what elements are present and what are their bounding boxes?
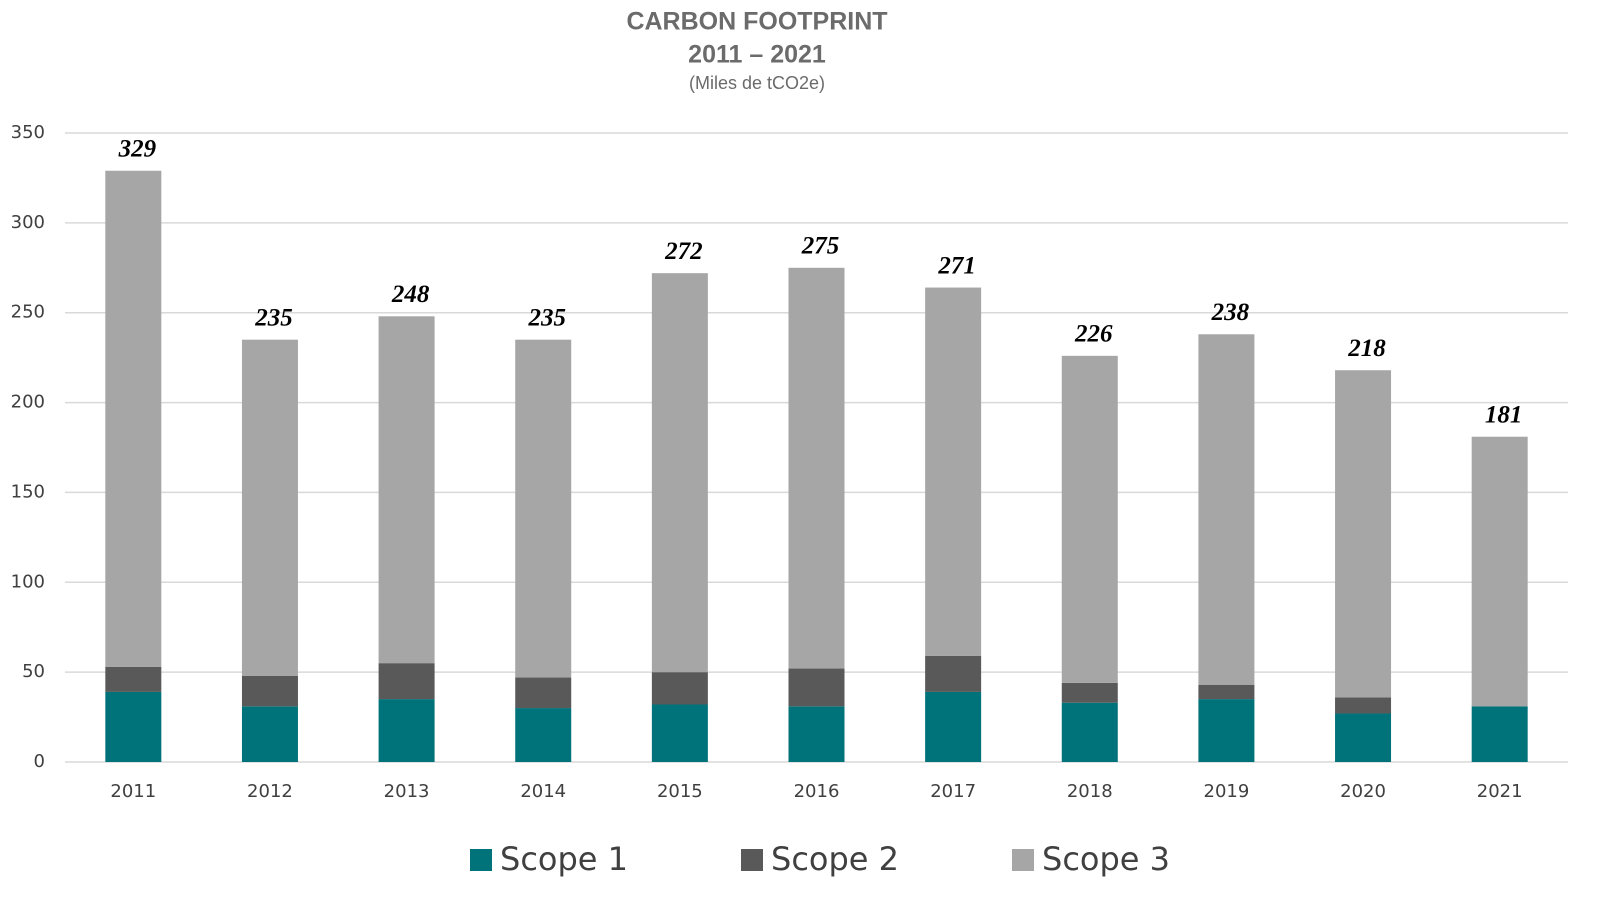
bar-segment: [651, 273, 708, 673]
bar-segment: [1335, 713, 1392, 762]
x-tick-label: 2011: [110, 781, 156, 802]
bar-segment: [105, 170, 162, 667]
legend-label: Scope 3: [1042, 840, 1170, 878]
total-label: 275: [801, 233, 840, 260]
unit-label: (Miles de tCO2e): [689, 73, 825, 93]
y-tick-label: 100: [11, 571, 45, 592]
legend-swatch: [1012, 849, 1034, 871]
bar-segment: [1198, 699, 1255, 762]
y-tick-label: 200: [11, 392, 45, 413]
x-tick-label: 2016: [794, 781, 840, 802]
y-tick-label: 50: [22, 661, 45, 682]
x-tick-label: 2013: [384, 781, 430, 802]
total-label: 272: [664, 238, 703, 265]
y-tick-label: 250: [11, 302, 45, 323]
bar-segment: [788, 706, 845, 762]
bar-segment: [515, 339, 572, 678]
bar-segment: [1471, 706, 1528, 762]
bar-segment: [105, 691, 162, 762]
bar-segment: [1061, 682, 1118, 703]
total-label: 248: [391, 281, 430, 308]
bar-segment: [241, 675, 298, 707]
y-tick-label: 300: [11, 212, 45, 233]
y-tick-label: 350: [11, 122, 45, 143]
x-tick-label: 2019: [1204, 781, 1250, 802]
chart-subtitle: 2011 – 2021: [688, 41, 826, 69]
x-tick-label: 2017: [930, 781, 976, 802]
x-tick-label: 2014: [520, 781, 566, 802]
bar-segment: [515, 708, 572, 762]
bar-segment: [651, 704, 708, 762]
total-label: 238: [1211, 299, 1250, 326]
bar-segment: [925, 287, 982, 656]
y-tick-label: 150: [11, 481, 45, 502]
bar-segment: [1198, 684, 1255, 700]
y-tick-label: 0: [34, 751, 45, 772]
bar-segment: [378, 699, 435, 762]
legend-swatch: [470, 849, 492, 871]
x-tick-label: 2015: [657, 781, 703, 802]
bar-segment: [378, 316, 435, 664]
bar-segment: [1335, 697, 1392, 714]
x-tick-label: 2021: [1477, 781, 1523, 802]
total-label: 271: [937, 252, 976, 279]
x-tick-label: 2012: [247, 781, 293, 802]
x-tick-label: 2020: [1340, 781, 1386, 802]
total-label: 329: [118, 135, 157, 162]
legend-label: Scope 2: [771, 840, 899, 878]
bar-segment: [1471, 436, 1528, 707]
bar-segment: [515, 677, 572, 709]
total-label: 235: [254, 304, 293, 331]
bar-segment: [788, 668, 845, 707]
total-label: 226: [1074, 321, 1113, 348]
bar-segment: [1061, 355, 1118, 683]
bar-segment: [925, 655, 982, 692]
bar-segment: [378, 663, 435, 700]
bar-segment: [105, 666, 162, 692]
bar-segment: [241, 339, 298, 676]
bar-segment: [1061, 702, 1118, 762]
bar-segment: [1198, 334, 1255, 685]
total-label: 235: [527, 304, 566, 331]
legend-label: Scope 1: [500, 840, 628, 878]
x-tick-label: 2018: [1067, 781, 1113, 802]
total-label: 181: [1485, 401, 1523, 428]
chart-title: CARBON FOOTPRINT: [626, 8, 887, 36]
bar-segment: [651, 672, 708, 705]
bar-segment: [1335, 370, 1392, 698]
bar-segment: [925, 691, 982, 762]
bar-segment: [788, 267, 845, 669]
legend-swatch: [741, 849, 763, 871]
bar-segment: [241, 706, 298, 762]
total-label: 218: [1347, 335, 1386, 362]
